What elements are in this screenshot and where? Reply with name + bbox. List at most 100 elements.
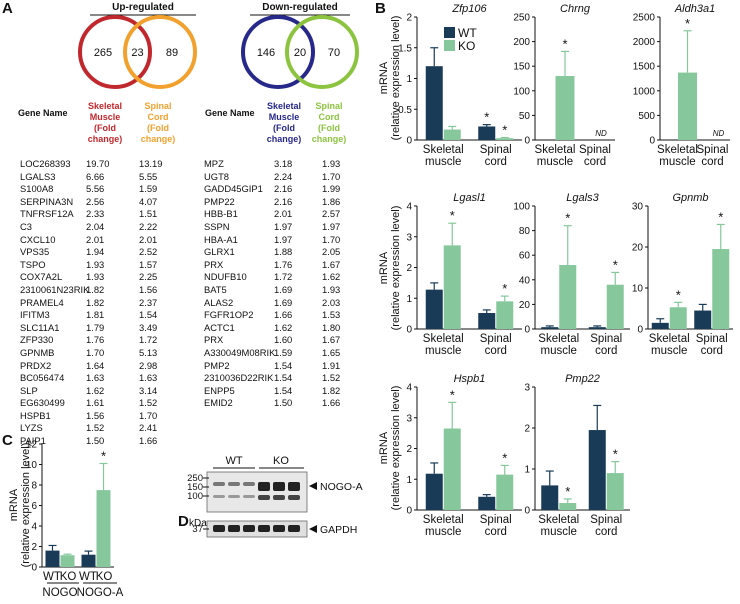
y-tick-label: 1500: [633, 62, 656, 73]
bar-ko: [443, 428, 461, 510]
x-category-label: Skeletal: [649, 333, 690, 345]
skeletal-muscle-fold-cell: 2.56: [86, 195, 105, 207]
gene-name-cell: PRX: [204, 334, 224, 346]
x-category-label: muscle: [541, 526, 577, 538]
skeletal-muscle-fold-cell: 1.82: [86, 296, 105, 308]
venn-down-right-count: 70: [328, 47, 340, 59]
nogo-a-arrow-icon: [309, 482, 317, 490]
y-tick-label: 0: [524, 136, 530, 147]
bar-wt: [541, 485, 559, 510]
down-header-sm-2: (Fold: [273, 123, 295, 133]
venn-down-left-count: 146: [257, 47, 275, 59]
gene-name-cell: SSPN: [204, 220, 230, 232]
table-row: UGT8 2.24 1.70: [204, 171, 362, 184]
venn-up-overlap-count: 23: [131, 47, 143, 59]
y-tick-label: 80: [519, 226, 531, 237]
x-category-label: muscle: [537, 156, 573, 168]
nogo-a-lower-band: [288, 495, 300, 500]
up-header-sc-2: (Fold: [147, 123, 169, 133]
table-row: S100A8 5.56 1.59: [20, 183, 179, 196]
spinal-cord-fold-cell: 1.99: [322, 183, 341, 195]
table-row: PAIP1 1.50 1.66: [20, 435, 179, 448]
panel-label-b: B: [375, 0, 386, 17]
x-category-label: Spinal: [579, 144, 611, 156]
y-tick-label: 0.5: [398, 105, 412, 116]
band-label-gapdh: GAPDH: [320, 524, 357, 536]
spinal-cord-fold-cell: 1.70: [139, 409, 158, 421]
x-category-label: muscle: [541, 345, 577, 357]
group-label-wt: WT: [225, 455, 242, 467]
down-header-sm-3: change): [266, 134, 302, 144]
x-category-label: cord: [595, 526, 617, 538]
y-tick-label: 10: [26, 460, 38, 471]
y-tick-label: 2500: [633, 13, 656, 24]
y-tick-label: 0: [524, 325, 530, 336]
gene-name-cell: LGALS3: [20, 170, 56, 182]
table-row: FGFR1OP2 1.66 1.53: [204, 309, 362, 322]
gene-name-cell: UGT8: [204, 170, 230, 182]
gene-name-cell: GADD45GIP1: [204, 183, 263, 195]
y-tick-label: 2: [406, 13, 412, 24]
nogo-a-lower-band: [273, 495, 285, 500]
bar-ko: [443, 245, 461, 329]
significance-star: *: [685, 16, 690, 31]
gene-name-cell: PMP2: [204, 359, 230, 371]
y-tick-label: 1: [524, 465, 530, 476]
spinal-cord-fold-cell: 1.56: [139, 283, 158, 295]
skeletal-muscle-fold-cell: 5.56: [86, 183, 105, 195]
gene-name-cell: TNFRSF12A: [20, 208, 74, 220]
x-category-label: cord: [595, 345, 617, 357]
y-tick-label: 4: [31, 522, 37, 533]
x-category-label: Spinal: [590, 333, 622, 345]
gene-name-cell: LOC268393: [20, 158, 71, 169]
y-tick-label: 1.5: [398, 43, 412, 54]
bar-wt: [478, 496, 496, 510]
chart-title: Chrng: [560, 3, 591, 15]
table-row: SLC11A1 1.79 3.49: [20, 322, 179, 335]
down-header-sm-0: Skeletal: [266, 101, 302, 111]
y-tick-label: 2: [31, 542, 37, 553]
significance-star: *: [502, 281, 507, 296]
y-axis-label-c: mRNA(relative expression level): [8, 443, 32, 568]
skeletal-muscle-fold-cell: 19.70: [86, 158, 110, 169]
y-tick-label: 0: [31, 563, 37, 574]
skeletal-muscle-fold-cell: 1.52: [86, 422, 105, 434]
y-tick-label: 0: [649, 136, 655, 147]
y-tick-label: 1: [406, 294, 412, 305]
venn-down-left-circle: [241, 15, 315, 89]
bar-wt: [425, 473, 443, 510]
spinal-cord-fold-cell: 2.57: [322, 208, 341, 220]
gapdh-band: [273, 525, 285, 532]
y-tick-label: 1000: [633, 86, 656, 97]
spinal-cord-fold-cell: 5.13: [139, 346, 158, 358]
down-header-sc-0: Spinal: [315, 101, 343, 111]
y-tick-label: 500: [638, 111, 655, 122]
table-row: PRX 1.76 1.67: [204, 259, 362, 272]
down-header-sc-1: Cord: [318, 112, 340, 122]
spinal-cord-fold-cell: 1.82: [322, 384, 341, 396]
up-header-sm-1: Muscle: [89, 112, 121, 122]
nogo-a-band: [228, 482, 240, 486]
bar-wt: [541, 327, 559, 329]
x-category-label: muscle: [651, 345, 687, 357]
table-row: SLP 1.62 3.14: [20, 385, 179, 398]
panel-label-c: C: [2, 432, 13, 449]
y-tick-label: 40: [519, 275, 531, 286]
x-category-label: muscle: [425, 156, 461, 168]
venn-up-right-count: 89: [166, 47, 178, 59]
gene-name-cell: A330049M08RIK: [204, 346, 276, 358]
x-category-label: muscle: [425, 526, 461, 538]
band-label-nogo-a: NOGO-A: [320, 481, 363, 493]
y-tick-label: 2000: [633, 37, 656, 48]
y-axis-label-row1: mRNA(relative expression level): [378, 16, 402, 141]
x-category-label: cord: [485, 526, 507, 538]
table-row: HBB-B1 2.01 2.57: [204, 208, 362, 221]
x-category-label: Skeletal: [538, 514, 579, 526]
bar-wt: [478, 126, 496, 140]
gene-name-cell: BAT5: [204, 283, 227, 295]
y-tick-label: 2: [406, 263, 412, 274]
up-header-spinal-cord: Spinal Cord (Fold change): [128, 101, 188, 145]
bar-ko: [555, 76, 575, 140]
